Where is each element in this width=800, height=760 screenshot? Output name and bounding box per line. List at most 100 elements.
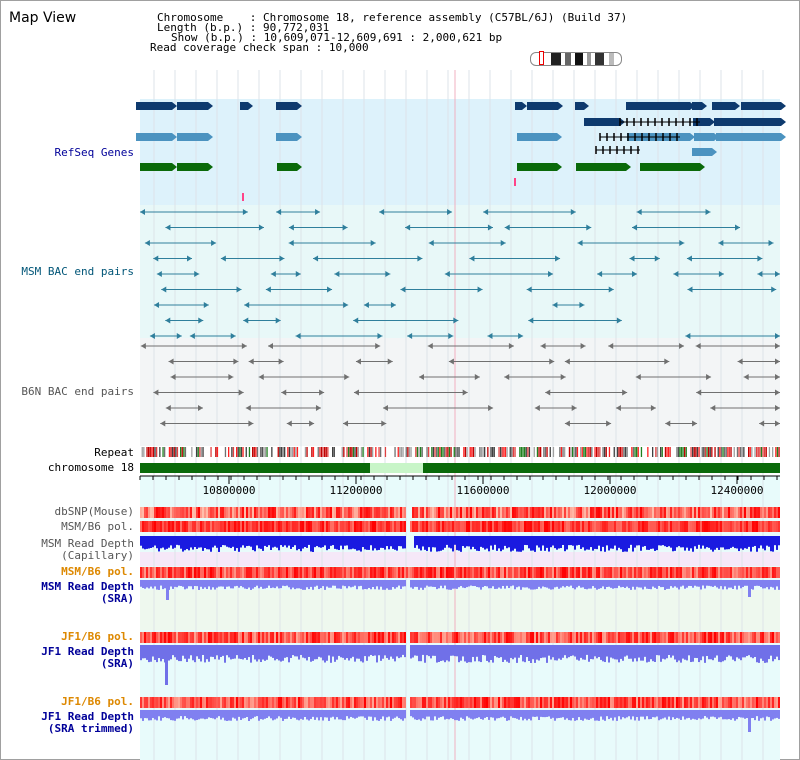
jf1-trim-depth [432, 710, 434, 721]
msm-pol-heat [732, 521, 734, 532]
msm-capillary-depth [374, 536, 376, 549]
dbsnp-heat [566, 507, 568, 518]
msm-pol2-heat [460, 567, 462, 578]
msm-pol-heat [288, 521, 290, 532]
jf1-pol-heat [660, 632, 662, 643]
repeat-mark [146, 447, 148, 457]
dbsnp-heat [756, 507, 758, 518]
jf1-sra-depth [772, 645, 774, 662]
msm-pol-heat [430, 521, 432, 532]
jf1-pol-heat [482, 632, 484, 643]
msm-pol2-heat [650, 567, 652, 578]
jf1-pol2-heat [630, 697, 632, 708]
b6n-bac-track[interactable] [140, 343, 780, 427]
msm-pol-heat [750, 521, 752, 532]
dbsnp-heat [536, 507, 538, 518]
msm-capillary-depth [628, 536, 630, 549]
dbsnp-heat [230, 507, 232, 518]
dbsnp-heat [276, 507, 278, 518]
msm-capillary-depth [606, 536, 608, 546]
msm-pol-heat [328, 521, 330, 532]
jf1-trim-depth [260, 710, 262, 720]
jf1-trim-depth [298, 710, 300, 721]
dbsnp-heat [636, 507, 638, 518]
msm-capillary-depth [616, 536, 618, 551]
msm-sra-depth [462, 580, 464, 588]
dbsnp-heat [584, 507, 586, 518]
msm-pol2-heat [570, 567, 572, 578]
jf1-pol-heat [536, 632, 538, 643]
msm-pol2-heat [272, 567, 274, 578]
axis-tick-3: 12000000 [583, 484, 637, 497]
jf1-pol-heat [754, 632, 756, 643]
dbsnp-heat [652, 507, 654, 518]
msm-capillary-depth [776, 536, 778, 550]
msm-sra-depth [472, 580, 474, 587]
msm-capillary-depth [754, 536, 756, 546]
msm-pol-heat [672, 521, 674, 532]
msm-sra-depth [274, 580, 276, 589]
msm-sra-depth [568, 580, 570, 587]
dbsnp-heat [516, 507, 518, 518]
msm-pol-heat [770, 521, 772, 532]
msm-capillary-depth [510, 536, 512, 552]
msm-pol2-heat [400, 567, 402, 578]
dbsnp-heat [704, 507, 706, 518]
msm-sra-depth [338, 580, 340, 589]
jf1-pol-heat [626, 632, 628, 643]
jf1-pol-heat [158, 632, 160, 643]
msm-capillary-depth [762, 536, 764, 549]
msm-capillary-depth [644, 536, 646, 547]
dbsnp-heat [332, 507, 334, 518]
msm-capillary-depth [270, 536, 272, 550]
jf1-sra-depth [574, 645, 576, 657]
dbsnp-heat [708, 507, 710, 518]
jf1-pol2-heat [172, 697, 174, 708]
jf1-pol2-heat [456, 697, 458, 708]
msm-capillary-depth [400, 536, 402, 547]
jf1-sra-depth [344, 645, 346, 660]
msm-pol2-heat [252, 567, 254, 578]
msm-pol-heat [336, 521, 338, 532]
msm-pol2-heat [214, 567, 216, 578]
jf1-pol2-heat [156, 697, 158, 708]
gene-arrow [522, 102, 527, 110]
jf1-pol-heat [484, 632, 486, 643]
msm-pol2-heat [760, 567, 762, 578]
jf1-sra-depth [436, 645, 438, 663]
msm-capillary-depth [680, 536, 682, 548]
jf1-trim-depth [542, 710, 544, 718]
msm-capillary-depth [500, 536, 502, 552]
jf1-sra-depth [480, 645, 482, 663]
dbsnp-heat [448, 507, 450, 518]
repeat-mark [346, 447, 348, 457]
dbsnp-heat [218, 507, 220, 518]
jf1-trim-depth [522, 710, 524, 721]
msm-bac-track[interactable] [140, 209, 780, 339]
jf1-trim-depth [588, 710, 590, 720]
refseq-gene-track[interactable] [136, 102, 786, 201]
msm-sra-depth [236, 580, 238, 586]
jf1-sra-depth [632, 645, 634, 662]
repeat-track [141, 447, 780, 457]
msm-pol-heat [410, 521, 412, 532]
msm-sra-depth [686, 580, 688, 588]
repeat-mark [704, 447, 707, 457]
msm-capillary-depth [352, 536, 354, 549]
msm-capillary-depth [728, 536, 730, 550]
msm-pol-heat [474, 521, 476, 532]
jf1-pol2-heat [442, 697, 444, 708]
dbsnp-heat [438, 507, 440, 518]
msm-pol2-heat [194, 567, 196, 578]
jf1-sra-depth [258, 645, 260, 660]
b6n-bac-pair-end [343, 420, 349, 427]
jf1-pol2-heat [598, 697, 600, 708]
dbsnp-heat [504, 507, 506, 518]
repeat-mark [728, 447, 731, 457]
ideogram-position-marker[interactable] [539, 51, 544, 65]
msm-pol-heat [580, 521, 582, 532]
msm-bac-pair-end [243, 317, 249, 324]
msm-pol2-heat [714, 567, 716, 578]
jf1-pol2-heat [644, 697, 646, 708]
msm-pol-heat [470, 521, 472, 532]
